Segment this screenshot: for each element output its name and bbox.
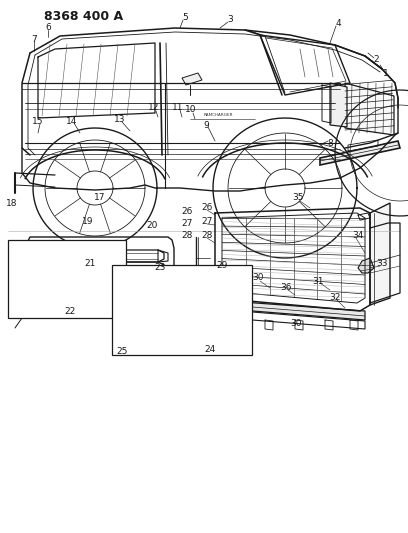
Text: 15: 15 [32, 117, 44, 126]
Text: 32: 32 [329, 294, 341, 303]
Text: 9: 9 [203, 120, 209, 130]
Text: 17: 17 [94, 192, 106, 201]
Text: 5: 5 [182, 13, 188, 22]
Text: 2: 2 [373, 55, 379, 64]
Text: 20: 20 [146, 221, 157, 230]
Text: 12: 12 [149, 103, 160, 112]
Text: 11: 11 [172, 102, 184, 111]
Text: 3: 3 [227, 15, 233, 25]
Text: 10: 10 [185, 106, 197, 115]
Text: 26: 26 [181, 206, 193, 215]
Text: 34: 34 [353, 230, 364, 239]
Text: 30: 30 [252, 273, 264, 282]
Text: 31: 31 [312, 277, 324, 286]
Text: 33: 33 [376, 259, 388, 268]
Text: 36: 36 [280, 282, 292, 292]
Text: 30: 30 [290, 319, 302, 327]
Text: 14: 14 [67, 117, 78, 125]
Text: 6: 6 [45, 23, 51, 33]
Text: 19: 19 [82, 216, 94, 225]
Polygon shape [330, 83, 347, 127]
Polygon shape [20, 253, 95, 286]
Text: 8368 400 A: 8368 400 A [44, 11, 123, 23]
Polygon shape [125, 333, 245, 345]
Text: 23: 23 [154, 262, 166, 271]
Text: 18: 18 [6, 198, 18, 207]
Polygon shape [55, 268, 75, 285]
Text: 4: 4 [335, 20, 341, 28]
Text: 1: 1 [383, 69, 389, 77]
Text: RAMCHARGER: RAMCHARGER [203, 113, 233, 117]
FancyBboxPatch shape [112, 265, 252, 355]
Polygon shape [215, 300, 365, 320]
Text: 24: 24 [204, 345, 215, 354]
Text: 28: 28 [201, 230, 213, 239]
Text: 21: 21 [84, 259, 96, 268]
Polygon shape [182, 73, 202, 85]
Text: 29: 29 [216, 261, 228, 270]
Text: 22: 22 [64, 306, 75, 316]
Text: 7: 7 [31, 35, 37, 44]
Polygon shape [320, 141, 400, 165]
Polygon shape [370, 203, 390, 305]
Polygon shape [358, 258, 374, 273]
Text: 13: 13 [114, 116, 126, 125]
Text: 27: 27 [181, 219, 193, 228]
Text: 25: 25 [116, 346, 128, 356]
Text: 27: 27 [201, 216, 213, 225]
FancyBboxPatch shape [8, 240, 126, 318]
Text: 26: 26 [201, 203, 213, 212]
Text: 35: 35 [292, 193, 304, 203]
Polygon shape [345, 83, 394, 135]
Text: 28: 28 [181, 230, 193, 239]
Text: 8: 8 [327, 139, 333, 148]
